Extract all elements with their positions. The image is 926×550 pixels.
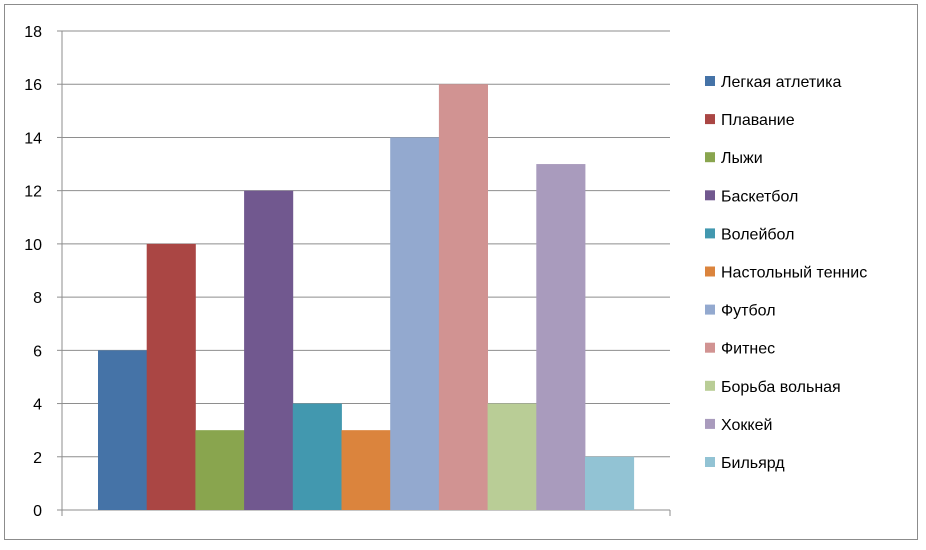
legend-swatch xyxy=(705,342,715,353)
legend-label: Баскетбол xyxy=(721,188,798,205)
y-tick-label: 16 xyxy=(24,77,42,94)
legend: Легкая атлетика Плавание Лыжи Баскетбол Воле… xyxy=(705,74,867,472)
legend-label: Лыжи xyxy=(721,150,763,167)
bar xyxy=(244,190,294,510)
legend-swatch xyxy=(705,76,715,86)
y-tick-label: 8 xyxy=(33,290,42,307)
bar xyxy=(438,84,488,510)
legend-label: Хоккей xyxy=(721,417,772,434)
y-tick-label: 10 xyxy=(24,237,42,254)
y-tick-label: 18 xyxy=(24,24,42,41)
y-tick-label: 12 xyxy=(24,184,42,201)
legend-swatch xyxy=(705,457,715,467)
y-tick-label: 4 xyxy=(33,397,42,414)
y-tick-labels: 0 2 4 6 8 10 12 14 16 18 xyxy=(24,24,42,520)
legend-swatch xyxy=(705,152,715,163)
legend-swatch xyxy=(705,304,715,315)
bar xyxy=(487,403,537,510)
legend-label: Фитнес xyxy=(721,341,775,358)
legend-swatch xyxy=(705,380,715,391)
legend-swatch xyxy=(705,228,715,239)
bar xyxy=(195,430,245,510)
legend-swatch xyxy=(705,266,715,277)
bar xyxy=(341,430,391,510)
y-tick-label: 2 xyxy=(33,450,42,467)
legend-label: Плавание xyxy=(721,112,795,129)
legend-label: Футбол xyxy=(721,303,776,320)
legend-swatch xyxy=(705,190,715,201)
legend-label: Бильярд xyxy=(721,455,785,472)
bar xyxy=(146,243,196,510)
legend-label: Настольный теннис xyxy=(721,265,867,282)
bar xyxy=(98,350,148,510)
legend-label: Волейбол xyxy=(721,226,794,243)
y-tick-label: 0 xyxy=(33,503,42,520)
bar xyxy=(390,137,440,510)
legend-swatch xyxy=(705,418,715,429)
y-tick-label: 6 xyxy=(33,343,42,360)
y-tick-label: 14 xyxy=(24,130,42,147)
legend-label: Борьба вольная xyxy=(721,379,841,396)
bar xyxy=(585,456,635,510)
bar xyxy=(292,403,342,510)
bars xyxy=(98,84,635,511)
legend-swatch xyxy=(705,114,715,125)
legend-label: Легкая атлетика xyxy=(721,74,841,91)
bar xyxy=(536,164,586,511)
